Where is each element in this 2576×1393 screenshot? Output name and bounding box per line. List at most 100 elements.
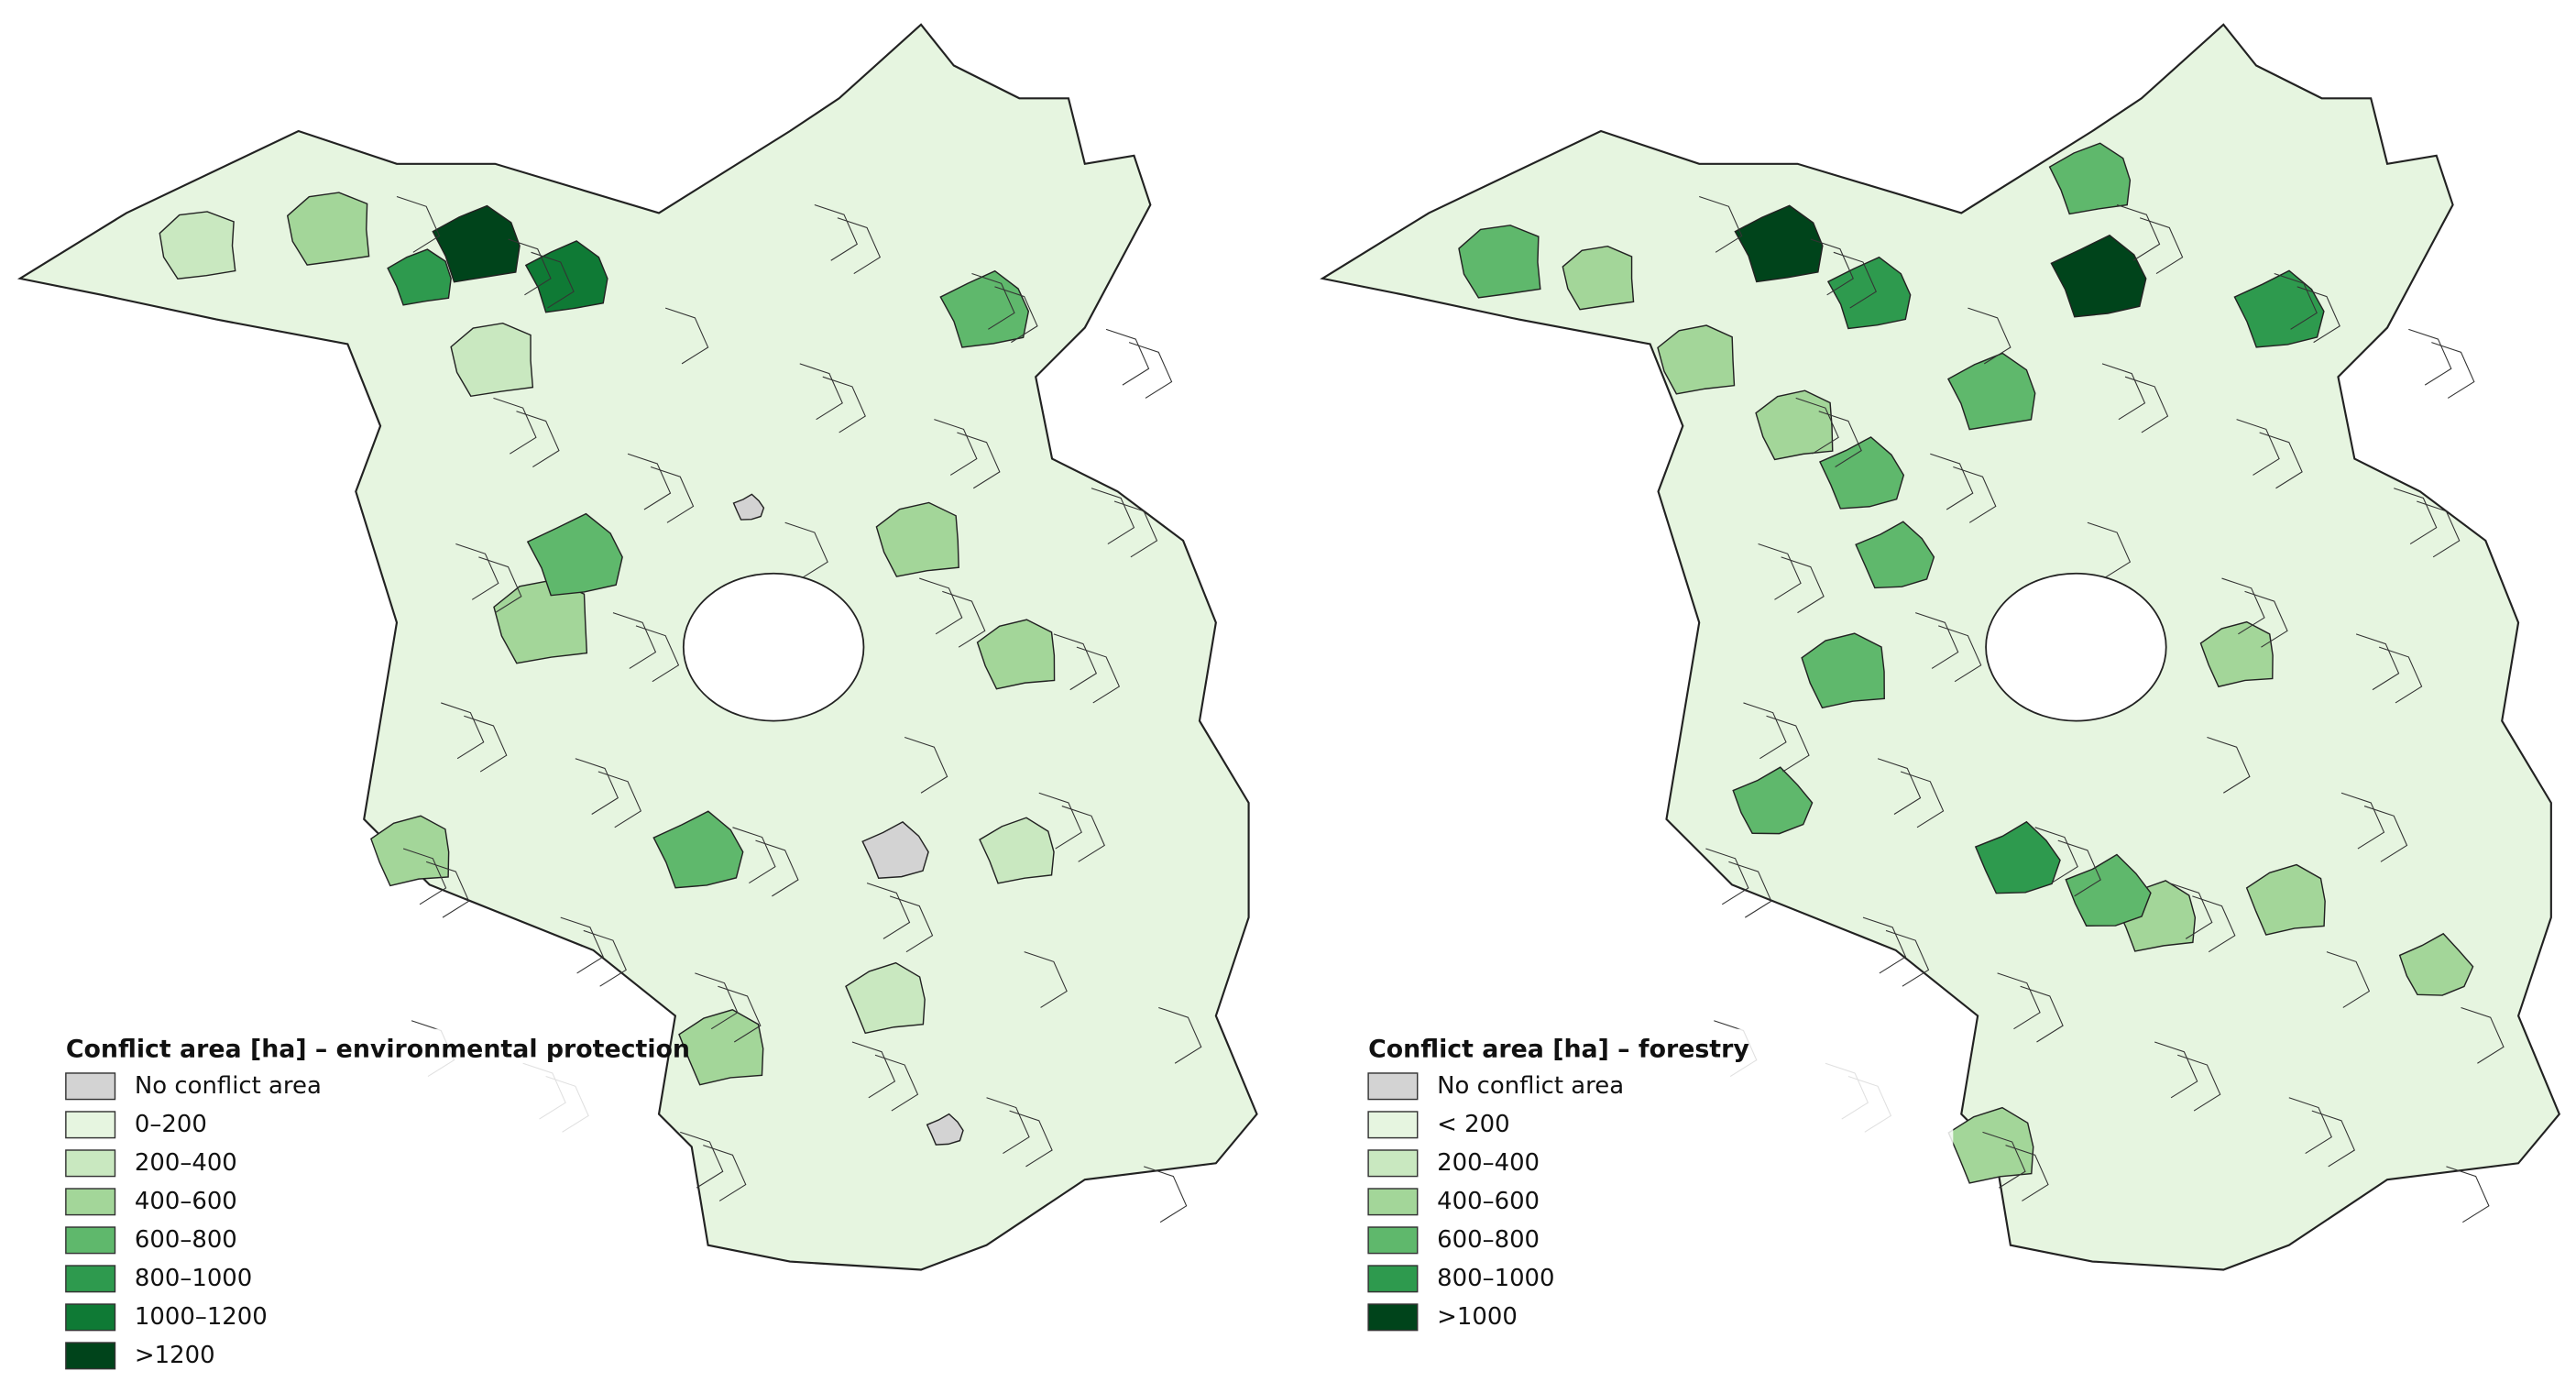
legend-label: 0–200 (135, 1111, 207, 1138)
legend: Conflict area [ha] – forestry No conflict… (1354, 1028, 1954, 1348)
municipality-border (1885, 929, 1930, 987)
municipality (732, 493, 765, 521)
legend-swatch (1367, 1149, 1419, 1178)
region-outline (1320, 23, 2561, 1271)
municipality (1732, 766, 1814, 835)
municipality (678, 1009, 764, 1086)
municipality (926, 1113, 964, 1146)
municipality-border (1781, 556, 1825, 614)
municipality-border (755, 839, 799, 897)
municipality-border (799, 363, 843, 421)
municipality-border (627, 453, 672, 510)
legend-swatch (65, 1303, 116, 1332)
municipality-border (1795, 397, 1839, 455)
municipality-border (889, 895, 934, 953)
municipality (2065, 853, 2152, 927)
municipality-border (1158, 1006, 1202, 1064)
municipality-border (597, 771, 642, 828)
municipality-border (2169, 883, 2213, 939)
municipality-border (583, 929, 627, 987)
municipality-border (957, 432, 1001, 489)
legend-label: >1000 (1437, 1303, 1518, 1331)
municipality-border (680, 1131, 724, 1189)
municipality-border (2446, 1166, 2490, 1223)
municipality-border (1915, 612, 1959, 669)
municipality (1947, 1106, 2034, 1184)
municipality-border (822, 376, 866, 433)
municipality-border (2057, 839, 2101, 897)
region-outline (16, 23, 1258, 1271)
municipality-border (971, 273, 1015, 330)
municipality (979, 817, 1055, 884)
municipality-border (1997, 972, 2041, 1030)
legend-swatch (1367, 1303, 1419, 1332)
municipality-border (2236, 419, 2280, 476)
municipality-border (396, 196, 441, 253)
municipality-border (2417, 500, 2461, 558)
municipality-border (904, 736, 948, 794)
municipality (450, 322, 534, 398)
map: Conflict area [ha] – environmental prote… (16, 23, 1258, 1387)
municipality-border (2326, 951, 2371, 1008)
municipality-border (2005, 1145, 2049, 1201)
legend-swatch (1367, 1226, 1419, 1255)
municipality (1855, 521, 1935, 589)
municipality-border (1113, 500, 1158, 558)
municipality-border (1810, 238, 1854, 296)
legend-label: 400–600 (135, 1188, 237, 1215)
legend-background (52, 1028, 652, 1387)
municipality (1734, 204, 1824, 283)
legend-title: Conflict area [ha] – forestry (1368, 1035, 1749, 1063)
legend-swatch (65, 1226, 116, 1255)
legend-swatch (65, 1149, 116, 1178)
municipality (159, 211, 236, 280)
municipality (387, 248, 452, 306)
legend-swatch (1367, 1265, 1419, 1293)
legend: Conflict area [ha] – environmental prote… (52, 1028, 690, 1387)
municipality-border (986, 1097, 1030, 1155)
municipality-border (560, 916, 604, 974)
municipality-border (695, 972, 739, 1030)
municipality-border (455, 543, 499, 600)
municipality-border (2259, 432, 2303, 489)
municipality (432, 204, 521, 283)
municipality-border (2296, 286, 2340, 344)
municipality-border (1061, 806, 1105, 862)
municipality-border (1009, 1110, 1053, 1168)
municipality-border (493, 397, 537, 455)
municipality-border (2288, 1097, 2332, 1155)
municipality-border (2340, 792, 2385, 850)
legend-swatch (65, 1111, 116, 1139)
municipality-border (2221, 577, 2265, 635)
municipality-border (2355, 633, 2400, 691)
municipality-border (2116, 203, 2161, 261)
municipality-border (837, 217, 882, 275)
legend-title: Conflict area [ha] – environmental prote… (66, 1035, 690, 1063)
municipality-border (1728, 861, 1772, 918)
municipality-border (1758, 543, 1802, 600)
municipality-border (1818, 411, 1862, 467)
municipality-border (2101, 363, 2146, 421)
municipality-border (425, 861, 470, 918)
municipality-border (1968, 307, 2011, 365)
legend-swatch (1367, 1111, 1419, 1139)
municipality (652, 810, 744, 889)
legend-label: 800–1000 (135, 1265, 252, 1292)
municipality (1755, 389, 1834, 461)
municipality-border (1766, 715, 1810, 773)
legend-background (1354, 1028, 1954, 1348)
municipality (976, 619, 1056, 690)
municipality-border (2244, 590, 2288, 648)
municipality-border (2192, 895, 2236, 953)
municipality-border (1877, 758, 1922, 815)
municipality-border (1053, 633, 1098, 691)
municipality-border (1699, 196, 1743, 253)
legend-label: No conflict area (1437, 1072, 1624, 1100)
municipality-border (508, 238, 552, 296)
municipality-border (635, 625, 680, 683)
legend-label: 400–600 (1437, 1188, 1540, 1215)
municipality-border (402, 848, 447, 905)
municipality-border (1743, 702, 1787, 760)
municipality-border (1105, 328, 1150, 386)
